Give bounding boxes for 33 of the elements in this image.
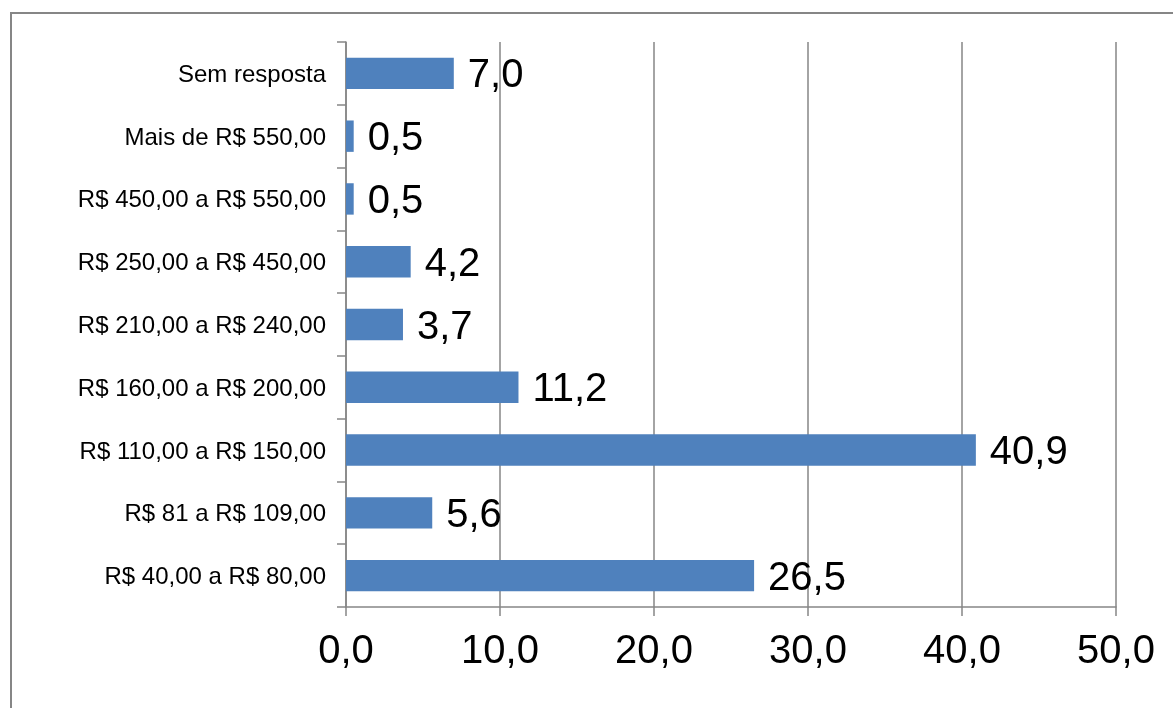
data-label: 0,5	[367, 114, 424, 159]
x-tick-label: 30,0	[769, 627, 847, 671]
data-label: 26,5	[768, 553, 846, 598]
bar	[346, 57, 454, 90]
y-tick-label: R$ 210,00 a R$ 240,00	[77, 311, 326, 338]
data-label: 11,2	[532, 365, 608, 410]
bar	[346, 497, 433, 529]
bar	[346, 183, 354, 215]
data-label: 5,6	[446, 490, 502, 535]
data-label: 4,2	[424, 239, 481, 284]
x-tick-label: 10,0	[461, 627, 539, 671]
bar	[346, 371, 519, 403]
x-tick-label: 20,0	[615, 627, 693, 671]
y-tick-label: R$ 110,00 a R$ 150,00	[79, 436, 326, 464]
bar	[346, 246, 411, 278]
x-tick-label: 40,0	[923, 627, 1001, 671]
y-tick-label: R$ 81 a R$ 109,00	[124, 499, 326, 527]
y-tick-label: R$ 250,00 a R$ 450,00	[77, 248, 326, 276]
y-tick-label: R$ 40,00 a R$ 80,00	[104, 562, 326, 590]
x-tick-label: 0,0	[318, 627, 374, 671]
data-label: 40,9	[989, 428, 1068, 473]
y-tick-label: R$ 450,00 a R$ 550,00	[77, 185, 326, 213]
bar	[346, 120, 354, 152]
y-tick-label: R$ 160,00 a R$ 200,00	[77, 373, 326, 401]
y-tick-label: Mais de R$ 550,00	[124, 122, 326, 150]
data-label: 3,7	[416, 302, 473, 347]
bar	[346, 308, 403, 341]
bar	[346, 559, 755, 592]
x-tick-label: 50,0	[1077, 627, 1155, 671]
bar	[346, 434, 976, 466]
data-label: 7,0	[467, 51, 524, 96]
y-tick-label: Sem resposta	[177, 59, 327, 87]
data-label: 0,5	[367, 176, 424, 221]
